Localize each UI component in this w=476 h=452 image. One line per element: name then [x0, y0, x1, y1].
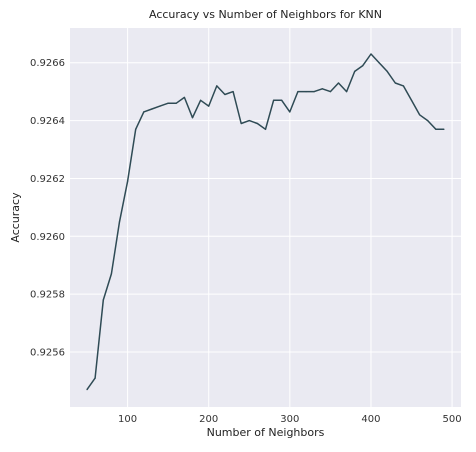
- data-point: [273, 100, 274, 101]
- y-tick-label: 0.9264: [30, 116, 65, 127]
- y-tick-label: 0.9266: [30, 58, 65, 69]
- data-point: [151, 108, 152, 109]
- data-point: [419, 114, 420, 115]
- data-point: [119, 221, 120, 222]
- data-point: [322, 88, 323, 89]
- data-point: [257, 123, 258, 124]
- y-axis-ticks: 0.9256 0.9258 0.9260 0.9262 0.9264 0.9266: [30, 58, 65, 358]
- data-point: [200, 100, 201, 101]
- data-point: [338, 82, 339, 83]
- data-point: [435, 129, 436, 130]
- data-point: [395, 82, 396, 83]
- y-tick-label: 0.9258: [30, 290, 65, 301]
- data-point: [241, 123, 242, 124]
- data-point: [143, 111, 144, 112]
- x-axis-label: Number of Neighbors: [207, 426, 325, 439]
- data-point: [265, 129, 266, 130]
- data-point: [330, 91, 331, 92]
- data-point: [232, 91, 233, 92]
- data-point: [314, 91, 315, 92]
- x-tick-label: 100: [118, 414, 137, 425]
- data-point: [378, 62, 379, 63]
- chart-title: Accuracy vs Number of Neighbors for KNN: [149, 8, 382, 21]
- data-point: [216, 85, 217, 86]
- data-point: [86, 389, 87, 390]
- data-point: [354, 71, 355, 72]
- data-point: [208, 106, 209, 107]
- data-point: [184, 97, 185, 98]
- y-tick-label: 0.9262: [30, 174, 65, 185]
- x-tick-label: 200: [199, 414, 218, 425]
- data-point: [111, 273, 112, 274]
- data-point: [168, 103, 169, 104]
- x-tick-label: 400: [361, 414, 380, 425]
- data-point: [362, 65, 363, 66]
- y-axis-label: Accuracy: [9, 192, 22, 243]
- y-tick-label: 0.9256: [30, 348, 65, 359]
- x-tick-label: 500: [443, 414, 462, 425]
- data-point: [305, 91, 306, 92]
- data-point: [281, 100, 282, 101]
- y-tick-label: 0.9260: [30, 232, 65, 243]
- data-point: [95, 377, 96, 378]
- data-point: [127, 181, 128, 182]
- data-point: [249, 120, 250, 121]
- x-tick-label: 300: [280, 414, 299, 425]
- data-point: [224, 94, 225, 95]
- data-point: [346, 91, 347, 92]
- x-axis-ticks: 100 200 300 400 500: [118, 414, 462, 425]
- data-point: [289, 111, 290, 112]
- data-point: [370, 53, 371, 54]
- data-point: [387, 71, 388, 72]
- data-point: [192, 117, 193, 118]
- data-point: [135, 129, 136, 130]
- data-point: [297, 91, 298, 92]
- data-point: [427, 120, 428, 121]
- data-point: [159, 106, 160, 107]
- data-point: [403, 85, 404, 86]
- data-point: [176, 103, 177, 104]
- data-point: [103, 299, 104, 300]
- data-point: [443, 129, 444, 130]
- data-point: [411, 100, 412, 101]
